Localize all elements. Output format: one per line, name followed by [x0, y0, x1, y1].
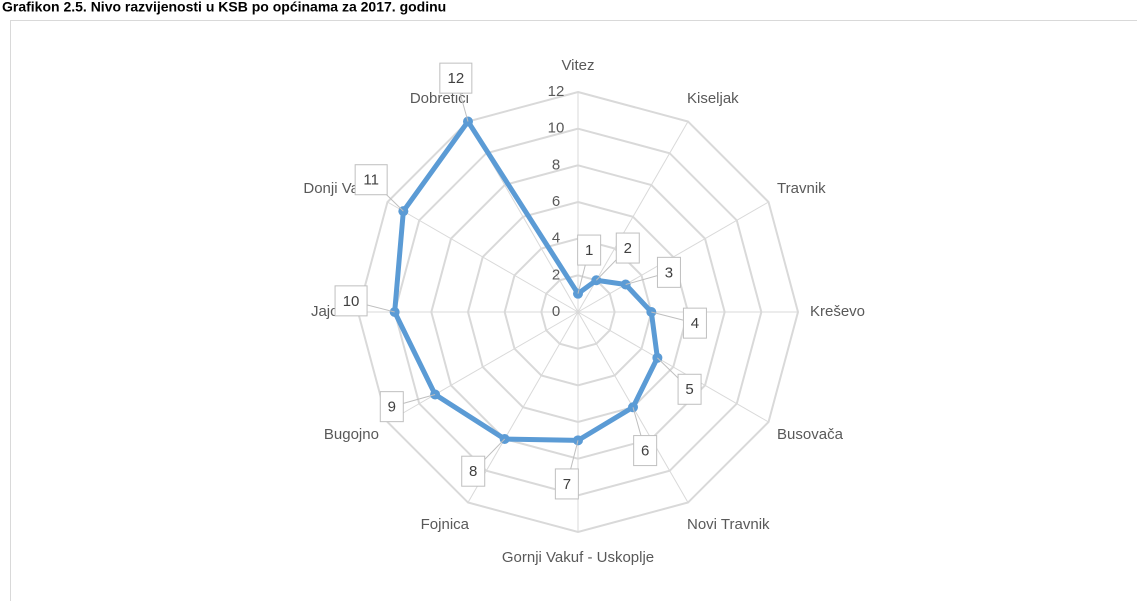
data-label: 12 — [447, 70, 464, 87]
category-label: Kreševo — [810, 303, 865, 320]
chart-area — [10, 20, 1137, 601]
data-label-box — [656, 256, 681, 288]
category-label: Vitez — [561, 57, 594, 74]
tick-label: 8 — [552, 156, 560, 173]
spoke — [387, 311, 579, 423]
data-label-box — [577, 234, 602, 266]
data-label-box — [439, 62, 473, 94]
category-label: Novi Travnik — [687, 516, 770, 533]
category-label: Kiseljak — [687, 90, 739, 107]
category-label: Bugojno — [324, 426, 379, 443]
tick-label: 4 — [552, 230, 560, 247]
data-label: 1 — [585, 242, 593, 259]
category-label: Busovača — [777, 426, 844, 443]
data-label: 11 — [363, 172, 379, 189]
data-label-box — [677, 373, 702, 405]
tick-label: 10 — [548, 120, 565, 137]
data-label-box — [379, 391, 404, 423]
data-label: 8 — [469, 463, 477, 480]
data-label: 9 — [388, 399, 396, 416]
data-label: 5 — [685, 381, 693, 398]
spoke — [387, 201, 579, 313]
data-label: 10 — [343, 293, 360, 310]
data-label-box — [334, 285, 368, 317]
category-label: Gornji Vakuf - Uskoplje — [502, 549, 654, 566]
data-label-box — [633, 435, 658, 467]
tick-label: 12 — [548, 83, 565, 100]
category-label: Dobretići — [410, 90, 469, 107]
data-label: 3 — [665, 264, 673, 281]
spoke — [467, 311, 579, 503]
data-label-box — [682, 307, 707, 339]
data-label: 6 — [641, 443, 649, 460]
data-label-box — [354, 164, 388, 196]
data-label: 4 — [691, 315, 699, 332]
category-label: Fojnica — [421, 516, 470, 533]
chart-title: Grafikon 2.5. Nivo razvijenosti u KSB po… — [2, 0, 446, 15]
data-label-box — [615, 232, 640, 264]
spoke — [577, 311, 769, 423]
tick-label: 6 — [552, 193, 560, 210]
data-label-box — [554, 468, 579, 500]
data-label-box — [461, 455, 486, 487]
data-label: 7 — [563, 476, 571, 493]
tick-label: 2 — [552, 266, 560, 283]
tick-label: 0 — [552, 303, 560, 320]
data-label: 2 — [624, 240, 632, 257]
category-label: Travnik — [777, 180, 826, 197]
